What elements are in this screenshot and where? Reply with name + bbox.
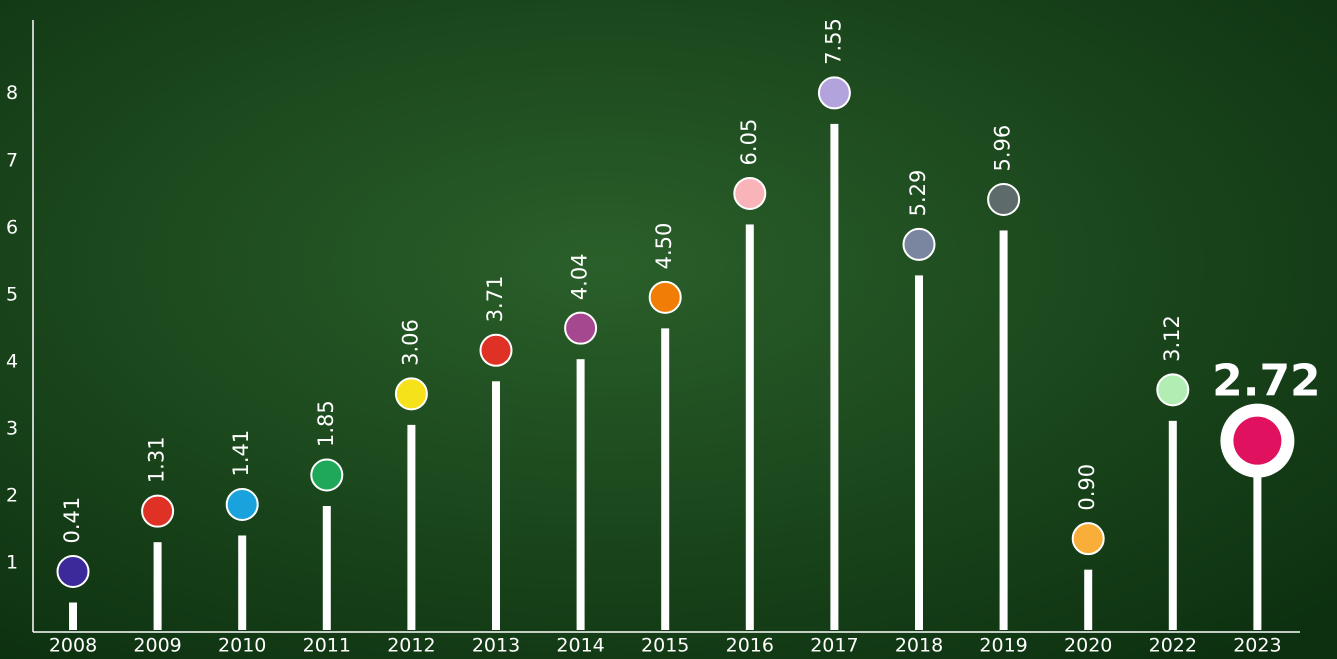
marker [904,229,935,260]
marker [988,184,1019,215]
value-label: 3.71 [483,276,507,323]
x-tick-label: 2013 [472,635,520,657]
x-tick-label: 2019 [979,635,1027,657]
y-tick-label: 7 [6,149,18,171]
y-tick-label: 4 [6,350,18,372]
bar [746,224,754,630]
marker [1157,374,1188,405]
y-tick-label: 2 [6,484,18,506]
bar [577,359,585,630]
x-tick-label: 2010 [218,635,266,657]
marker [481,335,512,366]
marker [142,496,173,527]
bar [915,275,923,630]
value-label: 3.12 [1160,315,1184,362]
value-label: 6.05 [737,119,761,166]
bar [154,542,162,630]
y-tick-label: 5 [6,283,18,305]
value-label: 4.50 [652,223,676,270]
marker [396,378,427,409]
chart: 1 2 3 4 5 6 7 8 2008 0.41 2009 1.31 2010 1.41 2011 1.85… [0,0,1337,659]
value-label: 0.41 [60,497,84,544]
y-tick-label: 3 [6,417,18,439]
value-label: 3.06 [398,319,422,366]
bar [830,124,838,630]
marker [650,282,681,313]
bar [69,603,77,630]
marker [1233,417,1281,465]
marker [227,489,258,520]
bar [1000,230,1008,630]
y-tick-label: 8 [6,82,18,104]
value-label: 1.31 [145,436,169,483]
bar [1169,421,1177,630]
bar [238,535,246,630]
x-tick-label: 2020 [1064,635,1112,657]
marker [819,77,850,108]
marker [311,459,342,490]
bar [407,425,415,630]
bar [1084,570,1092,630]
x-tick-label: 2011 [303,635,351,657]
marker [58,556,89,587]
y-tick-label: 1 [6,551,18,573]
value-label: 1.85 [314,400,338,447]
bar [661,328,669,630]
x-tick-label: 2008 [49,635,97,657]
marker [734,178,765,209]
value-label: 1.41 [229,430,253,477]
value-label: 4.04 [568,253,592,300]
marker [565,313,596,344]
value-label: 0.90 [1075,464,1099,511]
x-tick-label: 2018 [895,635,943,657]
x-tick-label: 2017 [810,635,858,657]
value-label: 5.29 [906,170,930,217]
x-tick-label: 2009 [133,635,181,657]
value-label: 5.96 [991,125,1015,172]
bar [492,381,500,630]
x-tick-label: 2015 [641,635,689,657]
y-tick-label: 6 [6,216,18,238]
x-tick-label: 2012 [387,635,435,657]
x-tick-label: 2023 [1233,635,1281,657]
x-tick-label: 2016 [726,635,774,657]
marker [1073,523,1104,554]
bar [323,506,331,630]
value-label: 2.72 [1212,356,1321,407]
x-tick-label: 2022 [1149,635,1197,657]
x-tick-label: 2014 [556,635,604,657]
value-label: 7.55 [821,18,845,65]
